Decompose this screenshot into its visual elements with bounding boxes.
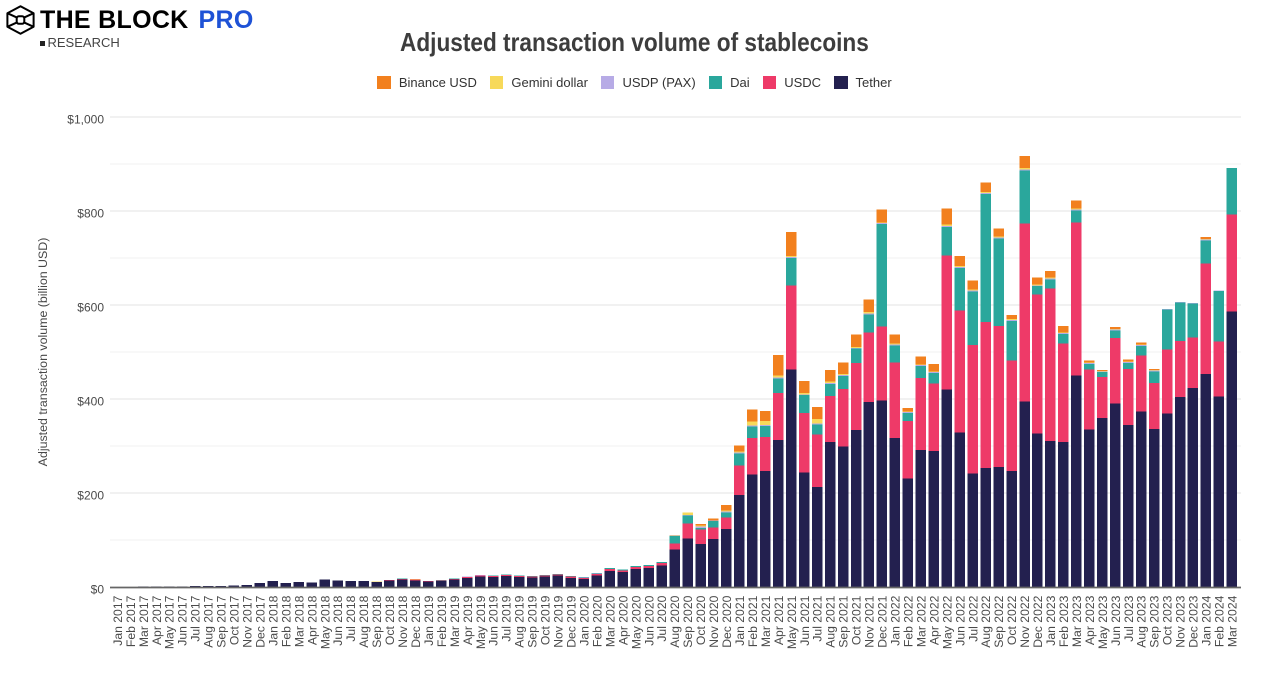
svg-text:Aug 2020: Aug 2020 <box>668 595 682 647</box>
svg-text:Dec 2018: Dec 2018 <box>409 595 423 647</box>
svg-text:Aug 2022: Aug 2022 <box>979 595 993 647</box>
svg-text:Dec 2023: Dec 2023 <box>1187 595 1201 647</box>
svg-text:Mar 2024: Mar 2024 <box>1226 595 1240 647</box>
svg-text:May 2023: May 2023 <box>1096 595 1110 649</box>
svg-text:Mar 2021: Mar 2021 <box>759 595 773 647</box>
svg-text:Jul 2020: Jul 2020 <box>655 595 669 641</box>
svg-text:Nov 2017: Nov 2017 <box>241 595 255 647</box>
svg-text:Jun 2019: Jun 2019 <box>487 595 501 645</box>
svg-text:Jan 2024: Jan 2024 <box>1200 595 1214 645</box>
svg-text:Aug 2019: Aug 2019 <box>513 595 527 647</box>
svg-text:Jul 2023: Jul 2023 <box>1122 595 1136 641</box>
svg-text:Aug 2018: Aug 2018 <box>357 595 371 647</box>
svg-text:Jan 2019: Jan 2019 <box>422 595 436 645</box>
svg-text:Jan 2022: Jan 2022 <box>889 595 903 645</box>
svg-text:Sep 2023: Sep 2023 <box>1148 595 1162 647</box>
svg-text:Oct 2017: Oct 2017 <box>228 595 242 645</box>
svg-text:Jul 2017: Jul 2017 <box>189 595 203 641</box>
svg-text:Jun 2021: Jun 2021 <box>798 595 812 645</box>
svg-text:Sep 2018: Sep 2018 <box>370 595 384 647</box>
svg-text:Feb 2017: Feb 2017 <box>124 595 138 647</box>
svg-text:Mar 2020: Mar 2020 <box>603 595 617 647</box>
svg-text:May 2022: May 2022 <box>940 595 954 649</box>
svg-text:Sep 2021: Sep 2021 <box>837 595 851 647</box>
svg-text:May 2020: May 2020 <box>629 595 643 649</box>
svg-text:Apr 2019: Apr 2019 <box>461 595 475 645</box>
svg-text:Jun 2017: Jun 2017 <box>176 595 190 645</box>
svg-text:$600: $600 <box>77 301 104 315</box>
svg-text:Dec 2021: Dec 2021 <box>876 595 890 647</box>
svg-text:Nov 2020: Nov 2020 <box>707 595 721 647</box>
svg-text:Aug 2021: Aug 2021 <box>824 595 838 647</box>
svg-text:Jul 2021: Jul 2021 <box>811 595 825 641</box>
svg-text:Mar 2022: Mar 2022 <box>914 595 928 647</box>
svg-text:Oct 2022: Oct 2022 <box>1005 595 1019 645</box>
svg-text:Oct 2021: Oct 2021 <box>850 595 864 645</box>
svg-text:Jan 2021: Jan 2021 <box>733 595 747 645</box>
svg-text:Nov 2019: Nov 2019 <box>552 595 566 647</box>
svg-text:Aug 2017: Aug 2017 <box>202 595 216 647</box>
svg-text:Mar 2017: Mar 2017 <box>137 595 151 647</box>
svg-text:Nov 2018: Nov 2018 <box>396 595 410 647</box>
svg-text:Feb 2020: Feb 2020 <box>590 595 604 647</box>
svg-text:Sep 2020: Sep 2020 <box>681 595 695 647</box>
svg-text:Jun 2022: Jun 2022 <box>953 595 967 645</box>
svg-text:Jul 2019: Jul 2019 <box>500 595 514 641</box>
svg-text:Mar 2018: Mar 2018 <box>292 595 306 647</box>
svg-text:Mar 2023: Mar 2023 <box>1070 595 1084 647</box>
svg-text:Jun 2020: Jun 2020 <box>642 595 656 645</box>
svg-text:Feb 2022: Feb 2022 <box>902 595 916 647</box>
svg-text:Dec 2019: Dec 2019 <box>565 595 579 647</box>
svg-text:$800: $800 <box>77 207 104 221</box>
svg-text:Dec 2020: Dec 2020 <box>720 595 734 647</box>
svg-text:Feb 2024: Feb 2024 <box>1213 595 1227 647</box>
svg-text:Apr 2023: Apr 2023 <box>1083 595 1097 645</box>
svg-text:Jan 2018: Jan 2018 <box>266 595 280 645</box>
svg-text:Aug 2023: Aug 2023 <box>1135 595 1149 647</box>
svg-text:Mar 2019: Mar 2019 <box>448 595 462 647</box>
svg-text:Jul 2018: Jul 2018 <box>344 595 358 641</box>
svg-text:Apr 2020: Apr 2020 <box>616 595 630 645</box>
svg-text:Dec 2017: Dec 2017 <box>254 595 268 647</box>
svg-text:Nov 2022: Nov 2022 <box>1018 595 1032 647</box>
svg-text:Jan 2023: Jan 2023 <box>1044 595 1058 645</box>
svg-text:Nov 2021: Nov 2021 <box>863 595 877 647</box>
svg-text:Oct 2018: Oct 2018 <box>383 595 397 645</box>
svg-text:Nov 2023: Nov 2023 <box>1174 595 1188 647</box>
svg-text:Jul 2022: Jul 2022 <box>966 595 980 641</box>
svg-text:Feb 2023: Feb 2023 <box>1057 595 1071 647</box>
svg-text:May 2017: May 2017 <box>163 595 177 649</box>
svg-text:Jun 2018: Jun 2018 <box>331 595 345 645</box>
svg-text:Adjusted transaction volume (b: Adjusted transaction volume (billion USD… <box>36 238 50 467</box>
svg-text:Apr 2018: Apr 2018 <box>305 595 319 645</box>
svg-text:Jan 2020: Jan 2020 <box>578 595 592 645</box>
svg-text:May 2019: May 2019 <box>474 595 488 649</box>
svg-text:Feb 2021: Feb 2021 <box>746 595 760 647</box>
svg-text:Feb 2019: Feb 2019 <box>435 595 449 647</box>
svg-text:Oct 2019: Oct 2019 <box>539 595 553 645</box>
svg-text:Jan 2017: Jan 2017 <box>111 595 125 645</box>
svg-text:Apr 2021: Apr 2021 <box>772 595 786 645</box>
svg-text:May 2018: May 2018 <box>318 595 332 649</box>
svg-text:Oct 2020: Oct 2020 <box>694 595 708 645</box>
svg-text:Sep 2022: Sep 2022 <box>992 595 1006 647</box>
svg-text:Oct 2023: Oct 2023 <box>1161 595 1175 645</box>
svg-text:Sep 2017: Sep 2017 <box>215 595 229 647</box>
svg-text:Apr 2017: Apr 2017 <box>150 595 164 645</box>
svg-text:Dec 2022: Dec 2022 <box>1031 595 1045 647</box>
svg-text:Jun 2023: Jun 2023 <box>1109 595 1123 645</box>
svg-text:Sep 2019: Sep 2019 <box>526 595 540 647</box>
svg-text:$1,000: $1,000 <box>67 113 104 127</box>
svg-text:$400: $400 <box>77 395 104 409</box>
svg-text:$0: $0 <box>91 583 105 597</box>
svg-text:May 2021: May 2021 <box>785 595 799 649</box>
svg-text:Feb 2018: Feb 2018 <box>279 595 293 647</box>
svg-text:Apr 2022: Apr 2022 <box>927 595 941 645</box>
svg-text:$200: $200 <box>77 489 104 503</box>
